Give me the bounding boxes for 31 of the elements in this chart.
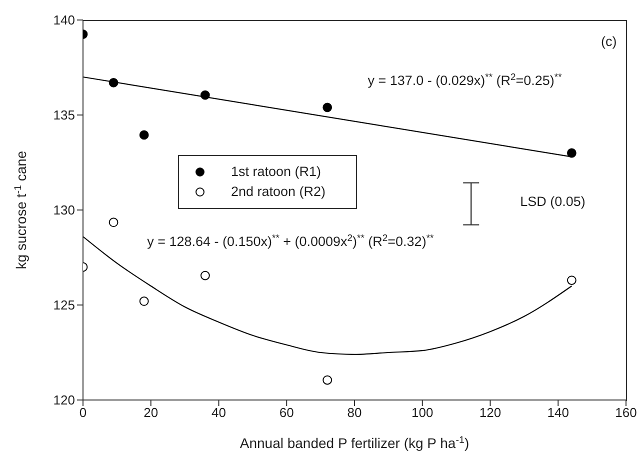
point (322, 102, 332, 112)
point (322, 375, 332, 385)
point (567, 276, 576, 285)
x-tick-label: 80 (347, 405, 362, 420)
y-tick-label: 125 (53, 298, 75, 313)
y-tick-label: 130 (53, 202, 75, 218)
point (108, 218, 118, 228)
annotation: y = 137.0 - (0.029x)$^{**}$ (R$^{2}$=0.25)$^{**}$ (368, 71, 562, 88)
point (567, 148, 576, 158)
x-tick-label: 140 (547, 405, 569, 420)
x-tick-label: 20 (144, 405, 158, 420)
x-tick-label: 100 (412, 405, 434, 420)
x-tick-label: 40 (212, 405, 226, 420)
x-axis-title: Annual banded P fertilizer (kg P ha$^{-1}$) (240, 434, 470, 451)
text: y = 128.64 - (0.150x)$^{**}$ + (0.0009x$^{2}$)$^{**}$ (R$^{2}$=0.32)$^{**}$ (147, 232, 434, 250)
point (200, 90, 210, 100)
legend-label: 1st ratoon (R1) (231, 163, 322, 181)
x-tick-label: 0 (79, 405, 87, 420)
x-tick-label: 120 (479, 405, 502, 420)
y-tick-label: 135 (53, 108, 75, 123)
y-tick-label: 140 (53, 12, 75, 28)
point (108, 78, 118, 88)
x-tick-label: 160 (615, 405, 637, 420)
legend-label: 2nd ratoon (R2) (231, 183, 326, 201)
y-tick-label: 120 (53, 392, 75, 408)
x-tick-label: 60 (279, 405, 294, 420)
annotation: (c) (601, 34, 617, 49)
point (200, 270, 210, 280)
annotation: LSD (0.05) (520, 194, 586, 209)
point (139, 296, 149, 306)
point (139, 130, 149, 140)
